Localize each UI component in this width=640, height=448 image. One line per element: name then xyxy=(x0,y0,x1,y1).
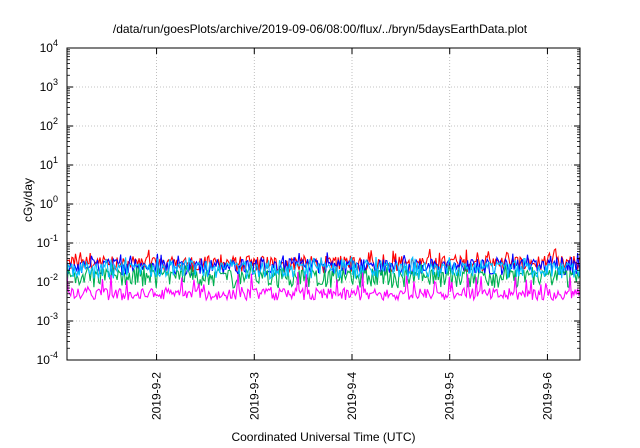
x-tick-label: 2019-9-5 xyxy=(443,372,457,420)
y-tick-label: 10-3 xyxy=(37,311,58,328)
x-tick-labels: 2019-9-2 2019-9-3 2019-9-4 2019-9-5 2019-9-6 xyxy=(150,372,555,420)
axis-ticks xyxy=(67,47,580,361)
x-tick-label: 2019-9-6 xyxy=(540,372,554,420)
series-lines xyxy=(66,247,581,302)
y-axis-label: cGy/day xyxy=(21,177,35,223)
x-tick-label: 2019-9-3 xyxy=(247,372,261,420)
x-tick-label: 2019-9-4 xyxy=(345,372,359,420)
y-tick-labels: 10-4 10-3 10-2 10-1 100 101 102 103 104 xyxy=(37,38,58,367)
y-tick-label: 10-4 xyxy=(37,350,58,367)
series-line xyxy=(66,263,581,290)
series-line xyxy=(66,271,581,302)
y-tick-label: 104 xyxy=(40,38,58,55)
grid-lines xyxy=(67,48,580,360)
y-tick-label: 103 xyxy=(40,77,58,94)
x-axis-label: Coordinated Universal Time (UTC) xyxy=(231,430,416,444)
series-line xyxy=(66,247,581,274)
y-tick-label: 102 xyxy=(40,116,58,133)
y-tick-label: 10-1 xyxy=(37,233,58,250)
series-line xyxy=(66,255,581,281)
plot-frame xyxy=(66,47,581,361)
chart-title: /data/run/goesPlots/archive/2019-09-06/0… xyxy=(112,22,528,36)
x-tick-label: 2019-9-2 xyxy=(150,372,164,420)
y-tick-label: 101 xyxy=(40,155,58,172)
y-tick-label: 100 xyxy=(40,194,58,211)
y-tick-label: 10-2 xyxy=(37,272,58,289)
